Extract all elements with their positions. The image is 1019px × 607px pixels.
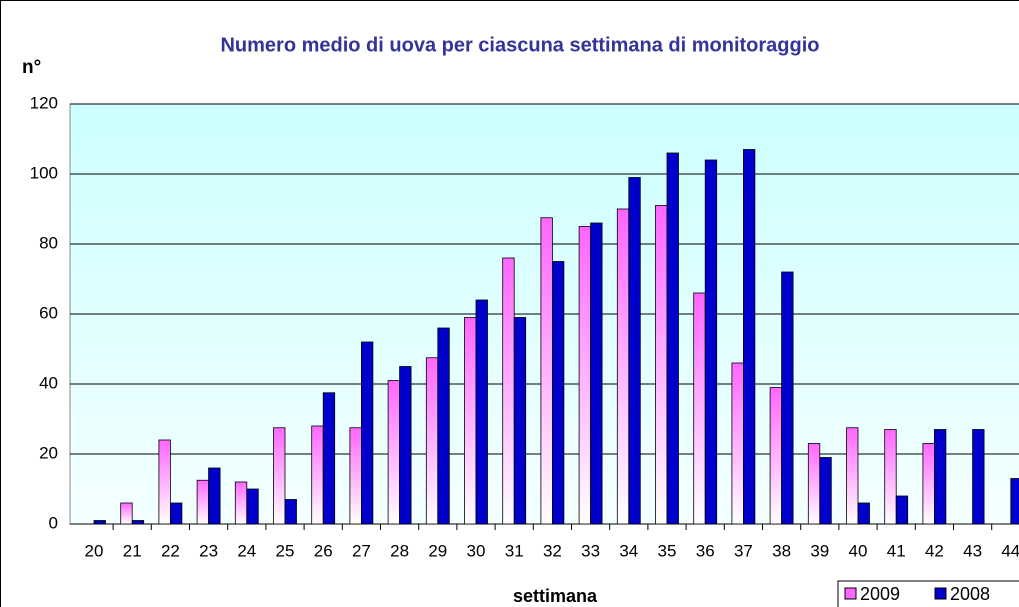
- x-axis-label: settimana: [513, 586, 598, 606]
- x-tick-label: 27: [352, 541, 371, 560]
- x-tick-label: 20: [85, 541, 104, 560]
- x-tick-label: 34: [619, 541, 638, 560]
- bar: [781, 271, 794, 525]
- x-tick-label: 35: [658, 541, 677, 560]
- bar: [540, 217, 553, 525]
- x-tick-label: 26: [314, 541, 333, 560]
- bar: [666, 152, 679, 525]
- bar: [884, 429, 897, 525]
- x-tick-label: 21: [123, 541, 142, 560]
- x-tick-label: 33: [581, 541, 600, 560]
- y-tick-label: 60: [39, 303, 58, 322]
- x-tick-label: 37: [734, 541, 753, 560]
- x-tick-label: 39: [810, 541, 829, 560]
- x-tick-label: 30: [467, 541, 486, 560]
- x-tick-label: 41: [887, 541, 906, 560]
- bar: [196, 479, 210, 525]
- bar: [628, 177, 641, 525]
- bar: [502, 257, 515, 525]
- x-tick-label: 24: [237, 541, 256, 560]
- bar: [475, 299, 488, 525]
- bar: [169, 502, 183, 525]
- bar: [311, 425, 324, 525]
- legend: [837, 580, 1019, 607]
- bar: [857, 502, 870, 525]
- x-tick-label: 40: [849, 541, 868, 560]
- bar: [731, 362, 744, 525]
- bar: [425, 357, 439, 525]
- bar: [131, 520, 145, 525]
- x-tick-label: 25: [276, 541, 295, 560]
- bar: [234, 481, 248, 525]
- bar: [934, 429, 947, 525]
- bar: [360, 341, 374, 525]
- bar: [93, 520, 106, 525]
- bar: [922, 443, 935, 525]
- x-tick-label: 23: [199, 541, 218, 560]
- bar: [972, 429, 985, 525]
- x-tick-label: 29: [428, 541, 447, 560]
- bar: [1010, 478, 1019, 525]
- bar: [208, 467, 221, 525]
- bar: [246, 488, 259, 525]
- x-tick-label: 22: [161, 541, 180, 560]
- bar: [895, 495, 909, 525]
- legend-swatch: [934, 587, 947, 600]
- bar: [693, 292, 706, 525]
- bar: [387, 380, 401, 525]
- bar: [743, 149, 756, 525]
- y-tick-label: 40: [39, 373, 58, 392]
- bar: [464, 317, 477, 525]
- bar: [807, 443, 821, 525]
- y-tick-label: 80: [39, 233, 58, 252]
- bar: [158, 439, 171, 525]
- bar: [284, 499, 297, 525]
- y-tick-label: 120: [30, 93, 58, 112]
- bar: [513, 317, 527, 525]
- bar: [846, 427, 859, 525]
- x-tick-label: 43: [963, 541, 982, 560]
- bar: [616, 208, 630, 525]
- x-tick-label: 28: [390, 541, 409, 560]
- bar: [769, 387, 782, 525]
- x-tick-label: 31: [505, 541, 524, 560]
- y-tick-label: 0: [49, 513, 58, 532]
- x-tick-label: 42: [925, 541, 944, 560]
- bar: [655, 205, 668, 525]
- bar: [704, 159, 718, 525]
- bar: [819, 457, 832, 525]
- bar: [437, 327, 450, 525]
- bar: [273, 427, 286, 525]
- x-tick-label: 32: [543, 541, 562, 560]
- x-tick-label: 38: [772, 541, 791, 560]
- legend-swatch: [844, 587, 857, 600]
- bar: [322, 392, 336, 525]
- bar: [590, 222, 603, 525]
- bar: [399, 366, 412, 525]
- bar: [120, 502, 133, 525]
- bar: [552, 261, 565, 525]
- x-tick-label: 36: [696, 541, 715, 560]
- legend-label: 2008: [950, 584, 990, 604]
- legend-label: 2009: [860, 584, 900, 604]
- chart-title: Numero medio di uova per ciascuna settim…: [220, 34, 819, 56]
- y-tick-label: 100: [30, 163, 58, 182]
- bar: [349, 427, 362, 525]
- y-tick-label: 20: [39, 443, 58, 462]
- bar: [578, 226, 591, 525]
- y-axis-label: n°: [22, 57, 41, 78]
- x-tick-label: 44: [1001, 541, 1019, 560]
